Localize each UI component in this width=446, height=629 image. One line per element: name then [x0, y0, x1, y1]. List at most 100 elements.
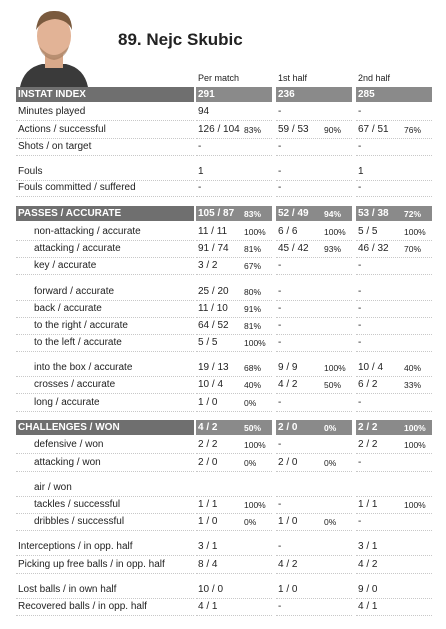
row-separator [276, 471, 352, 472]
cell-percent: 90% [324, 125, 342, 135]
cell-value: 5 / 5 [358, 226, 378, 237]
cell-value: - [358, 516, 362, 527]
row-separator [16, 555, 194, 556]
row-label: Shots / on target [18, 141, 92, 152]
row-label: long / accurate [34, 397, 100, 408]
row-separator [16, 300, 194, 301]
cell-value: - [198, 182, 202, 193]
cell-value: - [278, 439, 282, 450]
section-bar [16, 206, 194, 221]
cell-value: 3 / 1 [198, 541, 218, 552]
cell-value: 91 / 74 [198, 243, 229, 254]
section-bar [356, 87, 432, 102]
cell-value: 19 / 13 [198, 362, 229, 373]
cell-value: 4 / 1 [358, 601, 378, 612]
row-separator [356, 196, 432, 197]
cell-percent: 50% [244, 423, 262, 433]
row-separator [196, 196, 272, 197]
cell-value: 1 / 0 [198, 397, 218, 408]
row-separator [356, 453, 432, 454]
row-separator [196, 555, 272, 556]
row-separator [276, 453, 352, 454]
row-separator [276, 555, 352, 556]
cell-value: - [358, 141, 362, 152]
cell-percent: 0% [244, 517, 257, 527]
cell-percent: 0% [244, 398, 257, 408]
cell-value: 126 / 104 [198, 124, 240, 135]
row-label: forward / accurate [34, 286, 115, 297]
cell-value: 1 / 0 [198, 516, 218, 527]
cell-percent: 76% [404, 125, 422, 135]
section-bar [196, 206, 272, 221]
cell-value: 46 / 32 [358, 243, 389, 254]
row-separator [196, 257, 272, 258]
row-separator [356, 138, 432, 139]
cell-value: 4 / 1 [198, 601, 218, 612]
row-separator [276, 274, 352, 275]
section-bar [276, 206, 352, 221]
cell-value: - [278, 337, 282, 348]
cell-value: 1 / 0 [278, 584, 298, 595]
cell-percent: 93% [324, 244, 342, 254]
cell-percent: 81% [244, 321, 262, 331]
row-separator [276, 411, 352, 412]
cell-value: - [278, 541, 282, 552]
row-separator [196, 471, 272, 472]
cell-value: - [278, 166, 282, 177]
cell-value: 1 [198, 166, 204, 177]
row-separator [16, 138, 194, 139]
row-separator [16, 334, 194, 335]
cell-percent: 100% [244, 227, 266, 237]
row-separator [196, 120, 272, 121]
row-separator [196, 138, 272, 139]
cell-value: 2 / 2 [358, 439, 378, 450]
cell-percent: 50% [324, 380, 342, 390]
cell-percent: 0% [324, 517, 337, 527]
row-separator [276, 180, 352, 181]
row-label: Fouls committed / suffered [18, 182, 136, 193]
section-bar [356, 206, 432, 221]
cell-value: 67 / 51 [358, 124, 389, 135]
row-separator [276, 351, 352, 352]
row-separator [16, 120, 194, 121]
row-separator [16, 496, 194, 497]
cell-value: 52 / 49 [278, 208, 309, 219]
cell-percent: 0% [244, 458, 257, 468]
cell-value: 1 / 1 [198, 499, 218, 510]
section-label: INSTAT INDEX [18, 89, 86, 100]
row-separator [196, 317, 272, 318]
row-separator [356, 257, 432, 258]
section-bar [276, 420, 352, 435]
row-separator [196, 155, 272, 156]
row-separator [16, 376, 194, 377]
row-separator [196, 615, 272, 616]
cell-value: 4 / 2 [198, 422, 218, 433]
column-header: 2nd half [358, 73, 391, 83]
cell-percent: 100% [404, 440, 426, 450]
row-separator [196, 274, 272, 275]
row-label: attacking / won [34, 457, 101, 468]
row-separator [356, 300, 432, 301]
row-label: Fouls [18, 166, 43, 177]
row-separator [276, 138, 352, 139]
row-separator [196, 376, 272, 377]
row-separator [276, 317, 352, 318]
cell-value: 2 / 2 [198, 439, 218, 450]
cell-value: - [278, 106, 282, 117]
row-separator [16, 393, 194, 394]
cell-value: - [278, 141, 282, 152]
row-label: to the left / accurate [34, 337, 122, 348]
row-label: Lost balls / in own half [18, 584, 117, 595]
cell-percent: 100% [244, 440, 266, 450]
cell-value: 6 / 2 [358, 379, 378, 390]
row-label: into the box / accurate [34, 362, 133, 373]
row-separator [196, 598, 272, 599]
cell-percent: 81% [244, 244, 262, 254]
row-separator [196, 180, 272, 181]
cell-value: 94 [198, 106, 210, 117]
row-separator [356, 120, 432, 121]
cell-value: - [278, 320, 282, 331]
cell-value: 64 / 52 [198, 320, 229, 331]
row-label: Interceptions / in opp. half [18, 541, 133, 552]
cell-value: 10 / 4 [358, 362, 384, 373]
